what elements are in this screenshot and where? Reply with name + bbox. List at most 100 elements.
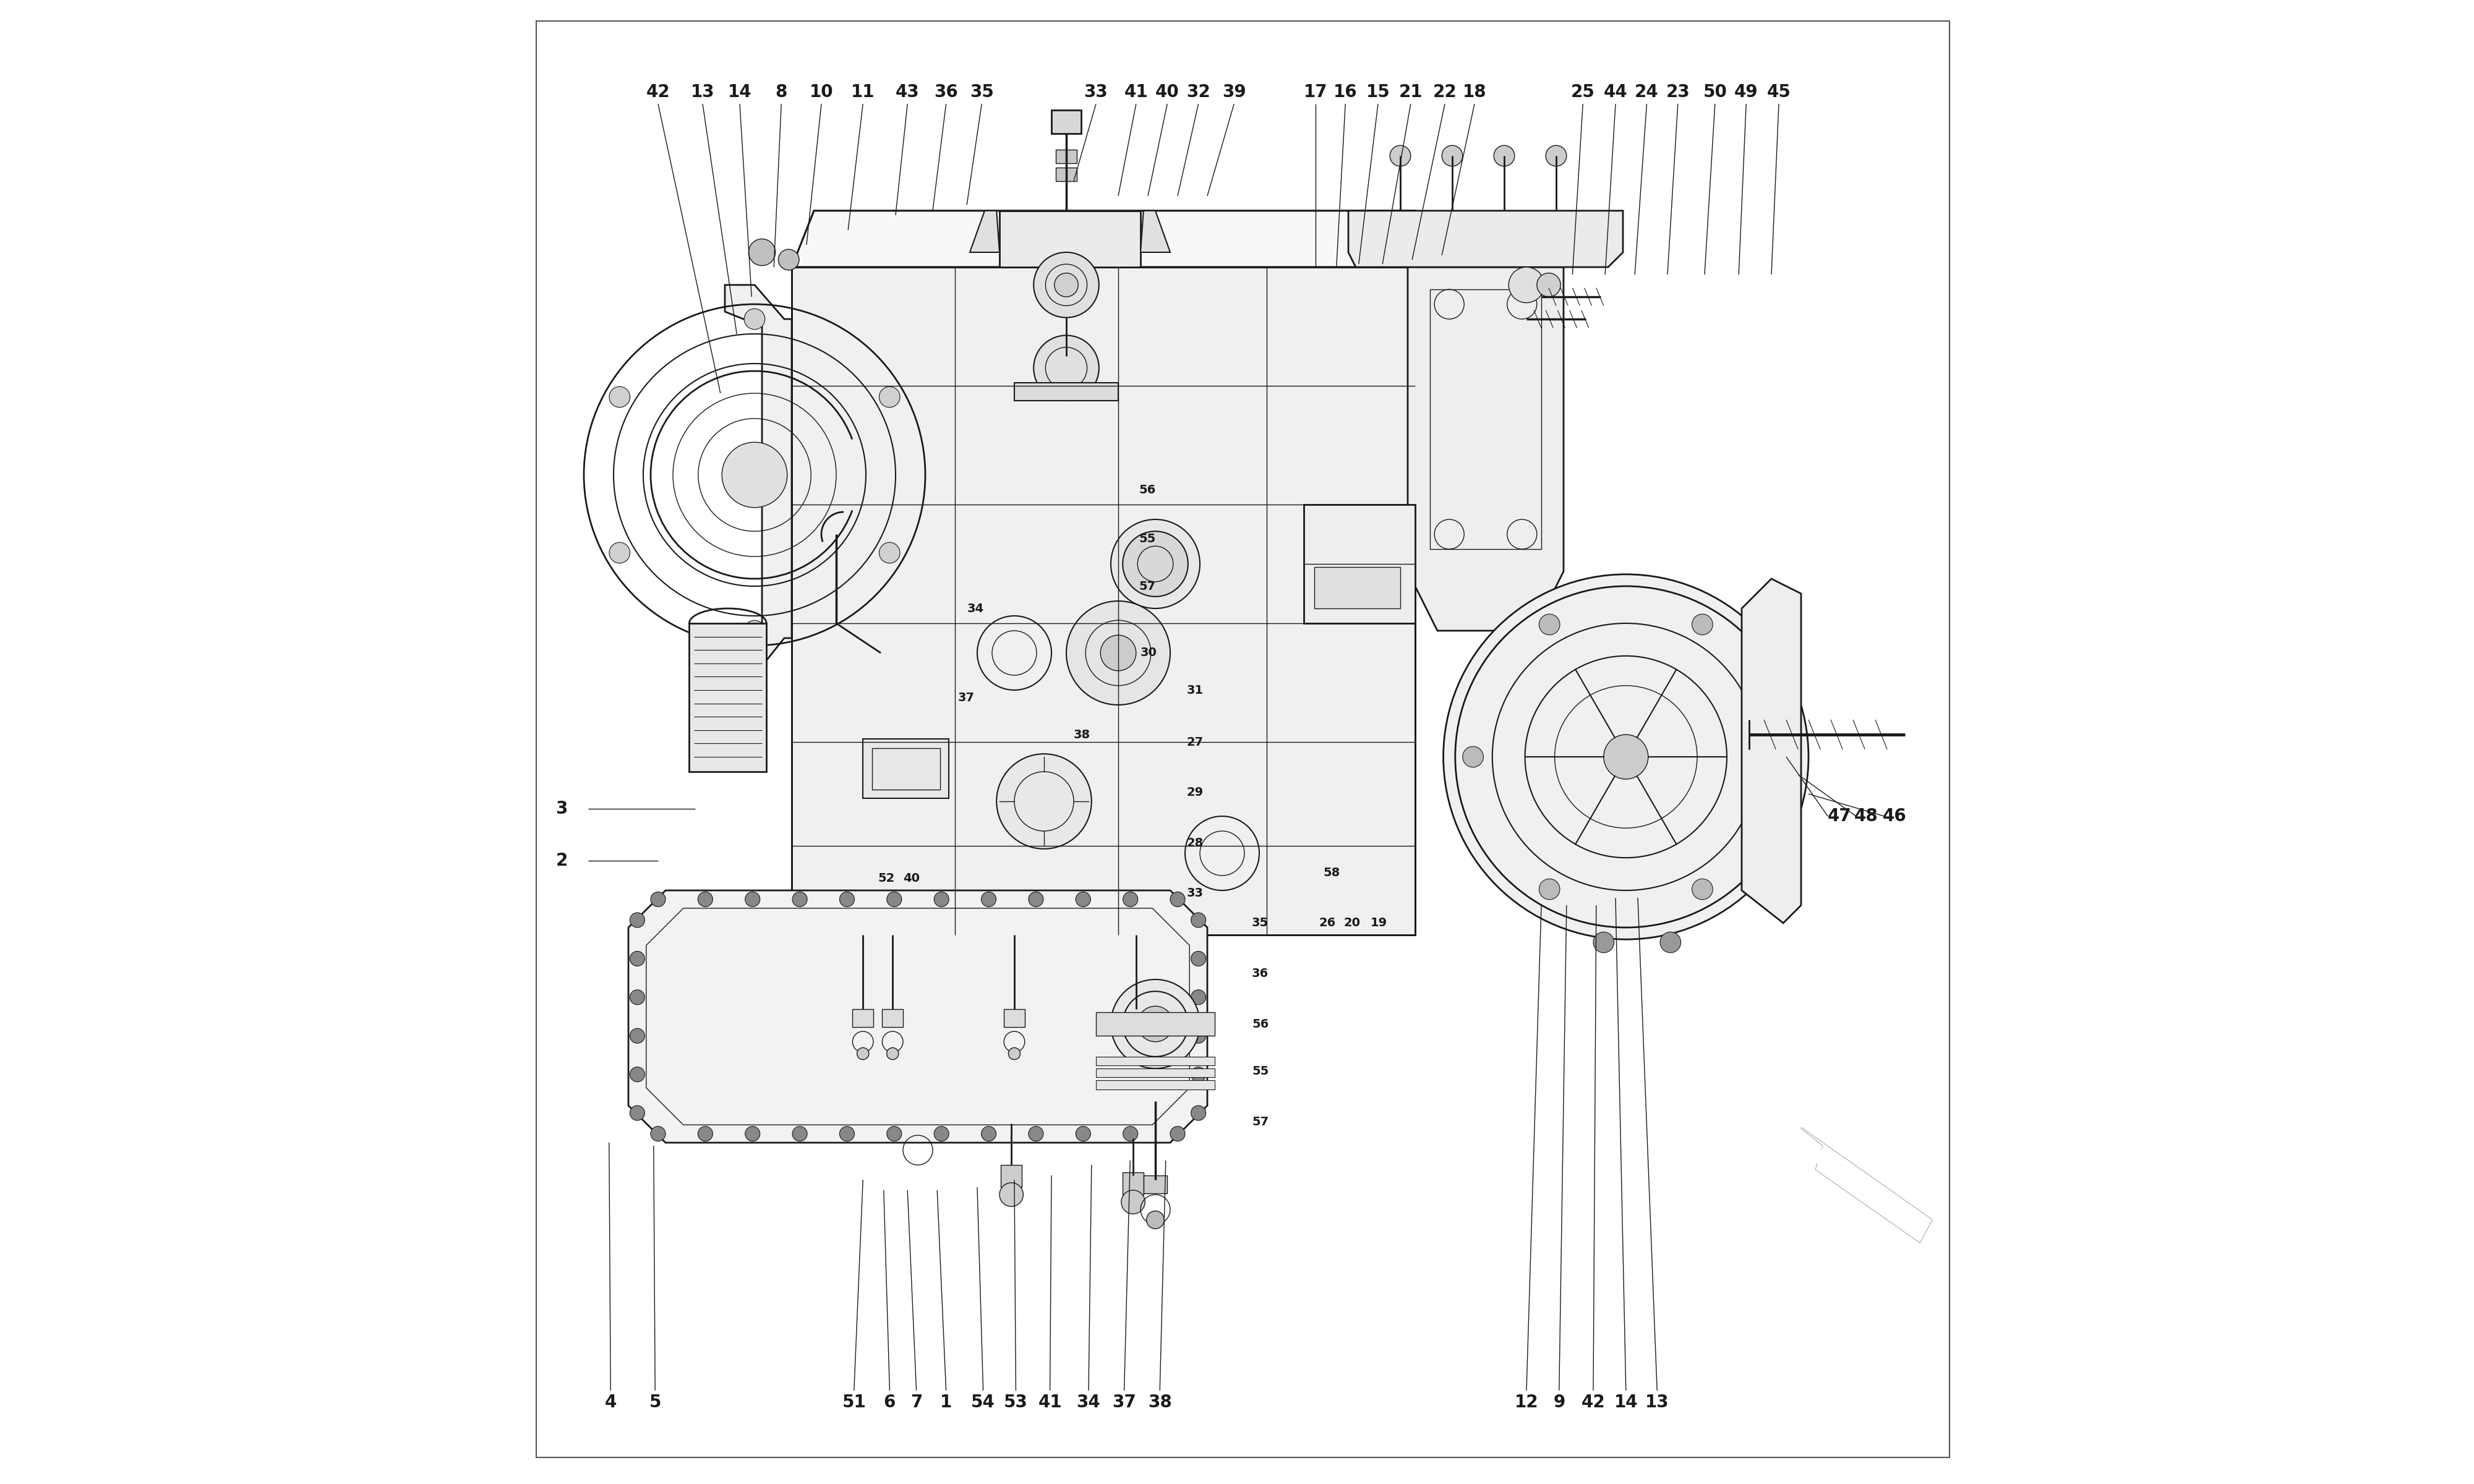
Text: 48: 48 <box>1856 807 1878 825</box>
Circle shape <box>745 1126 760 1141</box>
Circle shape <box>1190 990 1205 1005</box>
Text: 45: 45 <box>1766 83 1791 101</box>
Polygon shape <box>792 211 1415 267</box>
Circle shape <box>745 309 764 329</box>
Circle shape <box>1190 1028 1205 1043</box>
Text: 57: 57 <box>1252 1116 1269 1128</box>
Circle shape <box>792 1126 807 1141</box>
Text: 36: 36 <box>1252 968 1269 979</box>
Circle shape <box>609 386 631 407</box>
Circle shape <box>1121 1190 1145 1214</box>
Polygon shape <box>1742 579 1801 923</box>
Bar <box>1096 1057 1215 1066</box>
Text: 40: 40 <box>1155 83 1180 101</box>
Circle shape <box>878 386 901 407</box>
Bar <box>883 1009 903 1027</box>
Bar <box>1430 289 1541 549</box>
Text: 24: 24 <box>1635 83 1658 101</box>
Circle shape <box>1101 635 1136 671</box>
Text: 6: 6 <box>883 1393 896 1411</box>
Text: 11: 11 <box>851 83 876 101</box>
Circle shape <box>1536 273 1561 297</box>
Circle shape <box>1190 951 1205 966</box>
Bar <box>1123 1172 1143 1195</box>
Text: 13: 13 <box>1645 1393 1670 1411</box>
Circle shape <box>1462 746 1484 767</box>
Circle shape <box>982 892 997 907</box>
Circle shape <box>982 1126 997 1141</box>
Polygon shape <box>725 285 792 675</box>
Text: 53: 53 <box>1004 1393 1027 1411</box>
Text: 22: 22 <box>1432 83 1457 101</box>
Text: 28: 28 <box>1188 837 1202 849</box>
Circle shape <box>935 1126 950 1141</box>
Text: 58: 58 <box>1324 867 1341 879</box>
Circle shape <box>631 1106 646 1120</box>
Text: 55: 55 <box>1252 1066 1269 1077</box>
Text: 42: 42 <box>646 83 670 101</box>
Text: 46: 46 <box>1883 807 1907 825</box>
Text: 50: 50 <box>1702 83 1727 101</box>
Text: 8: 8 <box>774 83 787 101</box>
Text: 57: 57 <box>1138 580 1155 592</box>
Text: 38: 38 <box>1074 729 1091 741</box>
Circle shape <box>745 620 764 641</box>
Bar <box>1096 1068 1215 1077</box>
Circle shape <box>878 543 901 564</box>
Polygon shape <box>792 267 1415 935</box>
Text: 35: 35 <box>1252 917 1269 929</box>
Polygon shape <box>999 211 1141 267</box>
Circle shape <box>722 442 787 508</box>
Text: 35: 35 <box>970 83 995 101</box>
Polygon shape <box>628 890 1207 1143</box>
Bar <box>854 1009 873 1027</box>
Circle shape <box>1692 614 1712 635</box>
Text: 56: 56 <box>1252 1018 1269 1030</box>
Circle shape <box>1066 601 1170 705</box>
Circle shape <box>1101 1073 1165 1138</box>
Bar <box>1051 110 1081 134</box>
Circle shape <box>886 1126 901 1141</box>
Text: 47: 47 <box>1828 807 1851 825</box>
Text: 19: 19 <box>1371 917 1388 929</box>
Circle shape <box>1170 892 1185 907</box>
Bar <box>871 748 940 789</box>
Circle shape <box>1442 574 1808 939</box>
Circle shape <box>1076 1126 1091 1141</box>
Circle shape <box>1123 1126 1138 1141</box>
Circle shape <box>1131 1048 1143 1060</box>
Text: 20: 20 <box>1343 917 1361 929</box>
Bar <box>1014 383 1118 401</box>
Circle shape <box>631 1067 646 1082</box>
Circle shape <box>1660 932 1680 953</box>
Text: 9: 9 <box>1554 1393 1566 1411</box>
Circle shape <box>839 892 854 907</box>
Circle shape <box>839 1126 854 1141</box>
Text: 44: 44 <box>1603 83 1628 101</box>
Circle shape <box>792 892 807 907</box>
Circle shape <box>886 892 901 907</box>
Text: 2: 2 <box>557 852 567 870</box>
Text: 51: 51 <box>841 1393 866 1411</box>
Text: 13: 13 <box>690 83 715 101</box>
Circle shape <box>1123 892 1138 907</box>
Circle shape <box>999 1183 1024 1206</box>
Text: 40: 40 <box>903 873 920 884</box>
Circle shape <box>1111 519 1200 608</box>
Text: 54: 54 <box>972 1393 995 1411</box>
Text: 42: 42 <box>1581 1393 1606 1411</box>
Text: 34: 34 <box>967 603 985 614</box>
Circle shape <box>750 239 774 266</box>
Circle shape <box>935 892 950 907</box>
Circle shape <box>1034 252 1098 318</box>
Text: 31: 31 <box>1188 684 1202 696</box>
Circle shape <box>1539 879 1561 899</box>
Circle shape <box>651 1126 666 1141</box>
Text: 37: 37 <box>1113 1393 1136 1411</box>
Text: 4: 4 <box>604 1393 616 1411</box>
Circle shape <box>1494 145 1514 166</box>
Text: 25: 25 <box>1571 83 1596 101</box>
Circle shape <box>1190 1067 1205 1082</box>
Text: 23: 23 <box>1665 83 1690 101</box>
Text: 43: 43 <box>896 83 920 101</box>
